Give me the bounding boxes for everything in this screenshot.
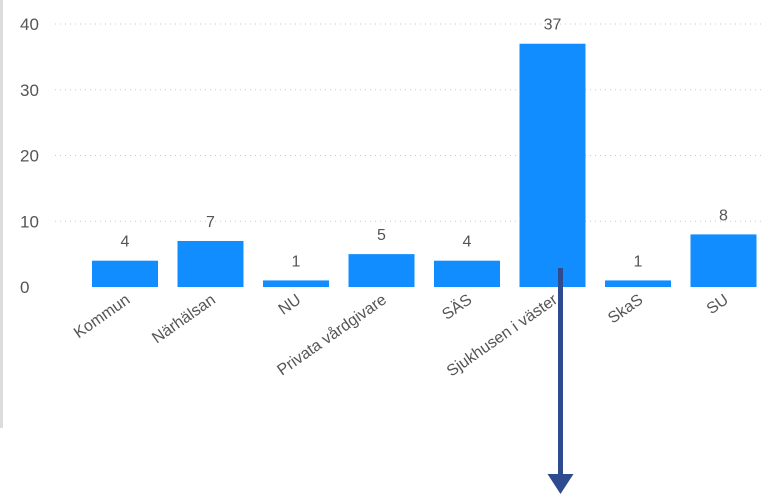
left-panel-edge — [0, 0, 3, 428]
x-tick-label: SkaS — [605, 291, 646, 327]
y-tick-label: 40 — [20, 15, 39, 34]
x-tick-label: SU — [704, 291, 732, 318]
x-tick-label: Kommun — [71, 291, 133, 342]
bar — [92, 260, 158, 287]
y-tick-label: 0 — [20, 278, 29, 297]
y-tick-label: 30 — [20, 81, 39, 100]
data-labels: 4 7 1 5 4 37 1 8 — [121, 17, 729, 271]
bar — [177, 240, 244, 287]
y-axis-ticks: 0 10 20 30 40 — [20, 15, 39, 297]
bar — [434, 260, 500, 287]
gridlines — [55, 23, 765, 222]
bar — [605, 280, 671, 287]
bar — [690, 234, 757, 287]
bar — [263, 280, 329, 287]
y-tick-label: 20 — [20, 147, 39, 166]
bars — [92, 43, 757, 287]
bar — [519, 43, 586, 287]
data-label: 37 — [544, 17, 562, 34]
data-label: 8 — [719, 207, 728, 224]
data-label: 1 — [292, 253, 301, 270]
x-tick-label: NU — [276, 291, 305, 318]
data-label: 4 — [121, 234, 130, 251]
data-label: 5 — [377, 227, 386, 244]
x-tick-label: Närhälsan — [149, 291, 218, 347]
data-label: 1 — [634, 253, 643, 270]
bar — [348, 254, 415, 287]
data-label: 4 — [463, 234, 472, 251]
annotation-arrow — [547, 268, 574, 494]
arrow-head — [547, 474, 574, 494]
x-tick-label: SÄS — [439, 291, 476, 324]
y-tick-label: 10 — [20, 212, 39, 231]
data-label: 7 — [206, 214, 215, 231]
